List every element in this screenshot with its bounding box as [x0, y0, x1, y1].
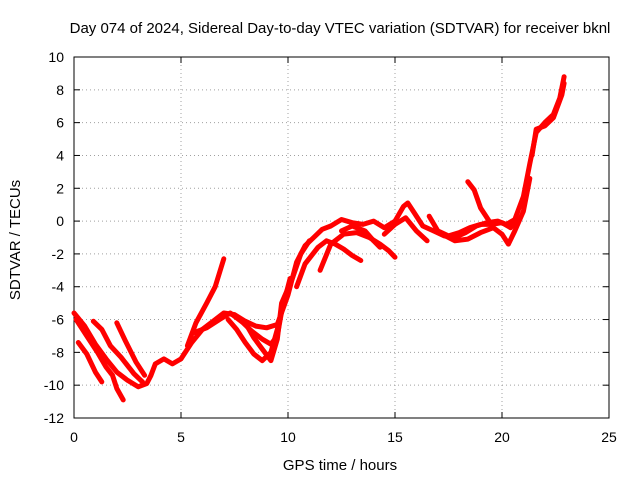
y-tick-label: 2 — [56, 180, 64, 196]
series-track-4 — [90, 318, 145, 385]
y-tick-label: -4 — [52, 279, 65, 295]
y-tick-label: -2 — [52, 246, 65, 262]
series-track-11 — [317, 230, 398, 273]
series-track-2 — [73, 317, 126, 403]
x-tick-label: 0 — [70, 429, 78, 445]
y-tick-label: 0 — [56, 213, 64, 229]
y-axis-label: SDTVAR / TECUs — [7, 180, 24, 300]
x-tick-label: 25 — [601, 429, 617, 445]
x-tick-labels: 0 5 10 15 20 25 — [70, 429, 617, 445]
y-tick-label: -6 — [52, 312, 65, 328]
y-tick-label: 8 — [56, 82, 64, 98]
series-group — [71, 74, 567, 403]
series-track-9 — [242, 238, 312, 364]
series-track-13 — [381, 215, 430, 244]
y-tick-label: -10 — [44, 377, 64, 393]
x-axis-label: GPS time / hours — [283, 457, 397, 474]
series-track-15 — [465, 179, 492, 224]
y-tick-label: 10 — [48, 49, 64, 65]
y-tick-labels: -12 -10 -8 -6 -4 -2 0 2 4 6 8 10 — [44, 49, 64, 426]
series-track-16 — [439, 175, 533, 247]
y-tick-label: -12 — [44, 410, 64, 426]
y-tick-label: 6 — [56, 115, 64, 131]
x-tick-label: 10 — [280, 429, 296, 445]
plot-frame — [73, 56, 610, 419]
series-track-3 — [75, 340, 105, 385]
series-track-5 — [114, 320, 148, 378]
x-tick-label: 15 — [387, 429, 403, 445]
x-tick-label: 20 — [494, 429, 510, 445]
series-track-12 — [339, 223, 383, 250]
y-tick-label: 4 — [56, 147, 64, 163]
x-tick-label: 5 — [177, 429, 185, 445]
chart-title: Day 074 of 2024, Sidereal Day-to-day VTE… — [70, 20, 611, 37]
y-tick-label: -8 — [52, 344, 65, 360]
series-track-17 — [529, 80, 567, 158]
